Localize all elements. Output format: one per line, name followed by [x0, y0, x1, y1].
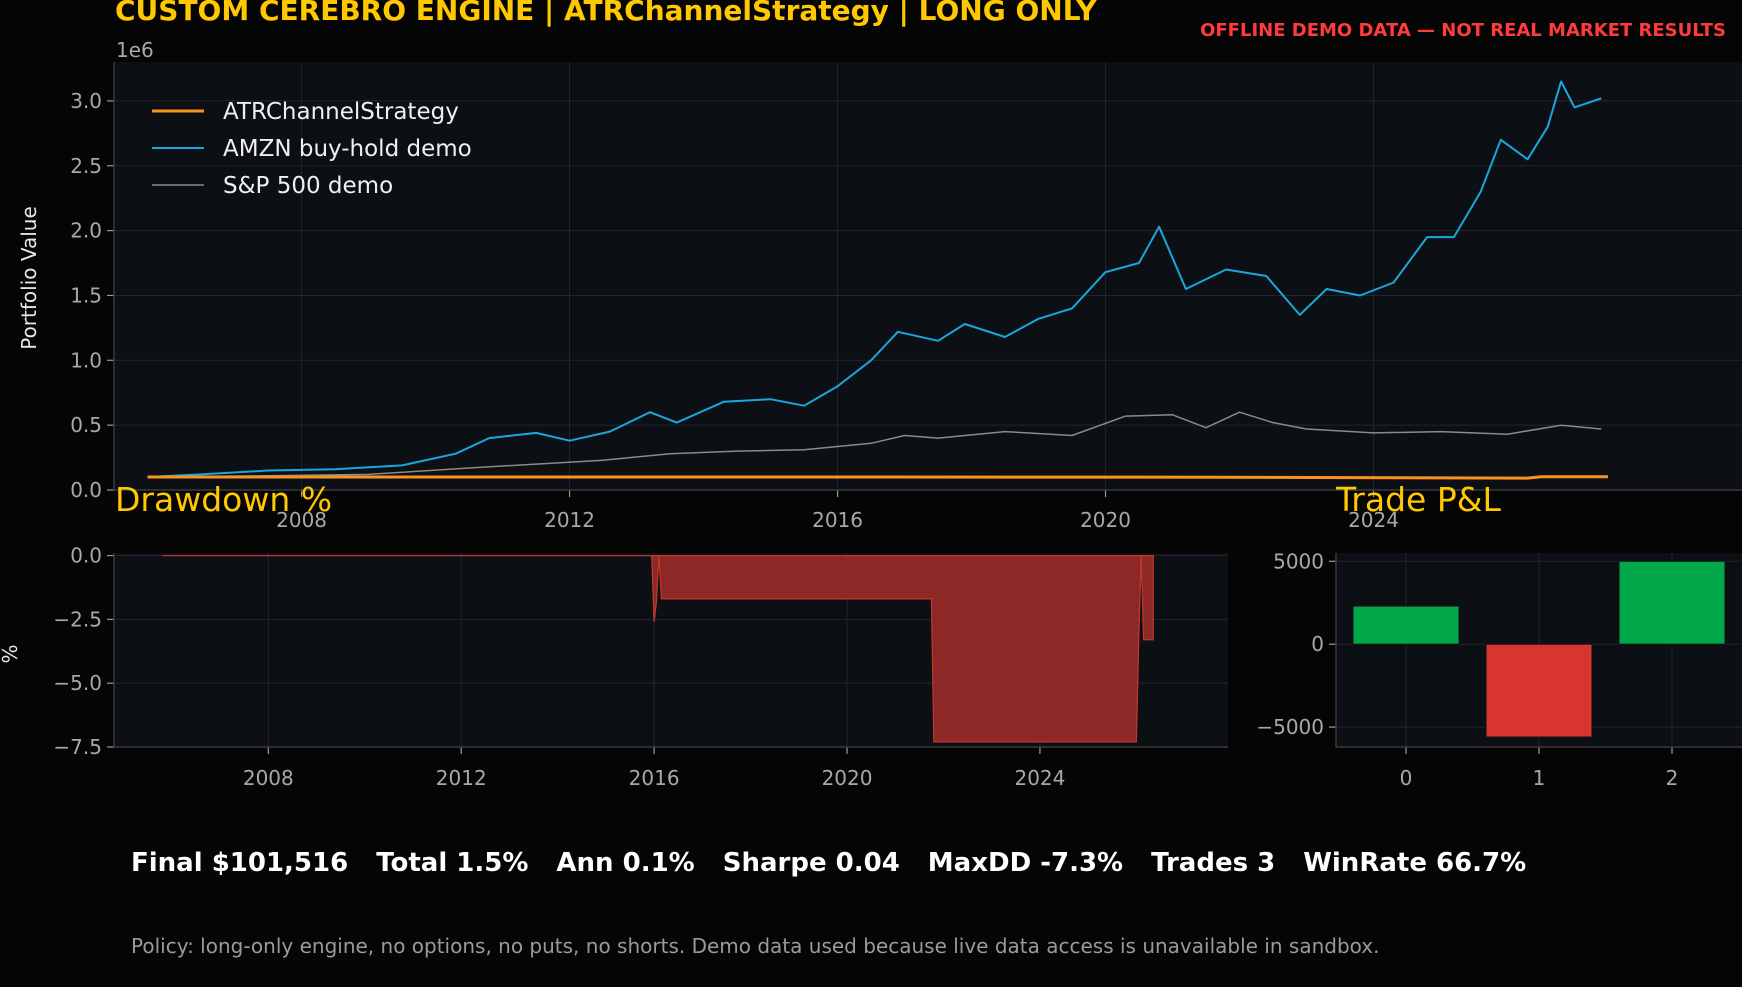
pnl-bar [1352, 605, 1460, 645]
drawdown-ylabel: % [0, 644, 22, 663]
pnl-bar [1618, 560, 1726, 645]
stat-sharpe: Sharpe 0.04 [722, 848, 900, 878]
portfolio-ylabel: Portfolio Value [17, 206, 41, 350]
portfolio-plot-area [114, 62, 1742, 490]
pnl-xtick-label: 2 [1666, 766, 1679, 790]
pnl-xtick-label: 0 [1400, 766, 1413, 790]
portfolio-scale-label: 1e6 [116, 38, 154, 62]
policy-note: Policy: long-only engine, no options, no… [131, 934, 1380, 958]
legend-label: ATRChannelStrategy [223, 99, 459, 125]
trade-pnl-title: Trade P&L [1336, 480, 1501, 519]
pnl-ytick-label: 5000 [1273, 549, 1324, 573]
stat-total: Total 1.5% [376, 848, 529, 878]
portfolio-ytick-label: 1.0 [70, 348, 102, 372]
demo-warning: OFFLINE DEMO DATA — NOT REAL MARKET RESU… [1200, 20, 1726, 41]
stat-winrate: WinRate 66.7% [1303, 848, 1527, 878]
pnl-ytick-label: 0 [1311, 632, 1324, 656]
stats-bar: Final $101,516 Total 1.5% Ann 0.1% Sharpe 0… [131, 848, 1554, 878]
portfolio-ytick-label: 2.5 [70, 154, 102, 178]
series-line-s-p-500-demo [147, 411, 1602, 478]
portfolio-ytick-label: 0.0 [70, 478, 102, 502]
portfolio-xtick-label: 2016 [812, 508, 863, 532]
drawdown-ytick-label: −2.5 [53, 607, 102, 631]
page-title: CUSTOM CEREBRO ENGINE | ATRChannelStrate… [115, 0, 1097, 27]
drawdown-title: Drawdown % [115, 480, 333, 519]
drawdown-xtick-label: 2024 [1014, 766, 1065, 790]
pnl-xtick-label: 1 [1533, 766, 1546, 790]
portfolio-ytick-label: 1.5 [70, 283, 102, 307]
portfolio-xtick-label: 2008 [276, 508, 327, 532]
drawdown-ytick-label: 0.0 [70, 544, 102, 568]
drawdown-xtick-label: 2016 [629, 766, 680, 790]
portfolio-xtick-label: 2012 [544, 508, 595, 532]
portfolio-ytick-label: 0.5 [70, 413, 102, 437]
drawdown-ytick-label: −7.5 [53, 735, 102, 759]
series-line-amzn-buy-hold-demo [147, 80, 1602, 478]
drawdown-ytick-label: −5.0 [53, 671, 102, 695]
portfolio-ytick-label: 3.0 [70, 89, 102, 113]
drawdown-xtick-label: 2008 [243, 766, 294, 790]
series-line-atrchannelstrategy [147, 475, 1608, 480]
portfolio-ytick-label: 2.0 [70, 219, 102, 243]
drawdown-xtick-label: 2012 [436, 766, 487, 790]
legend-label: AMZN buy-hold demo [223, 136, 472, 162]
stat-trades: Trades 3 [1151, 848, 1276, 878]
drawdown-area [162, 555, 1154, 743]
stat-ann: Ann 0.1% [556, 848, 695, 878]
stat-maxdd: MaxDD -7.3% [927, 848, 1124, 878]
stat-final: Final $101,516 [131, 848, 349, 878]
pnl-ytick-label: −5000 [1256, 715, 1324, 739]
drawdown-xtick-label: 2020 [822, 766, 873, 790]
portfolio-xtick-label: 2024 [1348, 508, 1399, 532]
legend-label: S&P 500 demo [223, 173, 393, 199]
pnl-bar [1485, 643, 1593, 738]
portfolio-xtick-label: 2020 [1080, 508, 1131, 532]
